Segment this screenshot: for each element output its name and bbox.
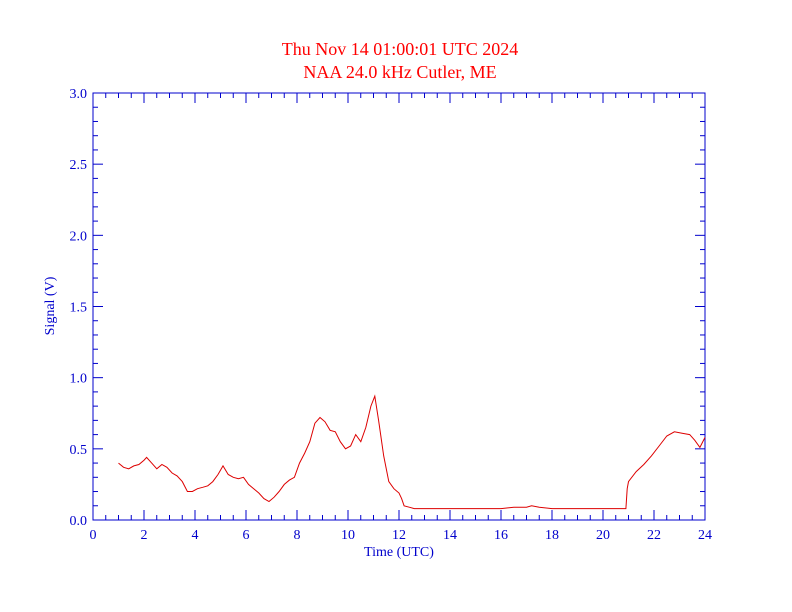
y-tick-label: 0.5: [70, 443, 88, 458]
y-tick-label: 1.0: [70, 372, 88, 387]
x-tick-label: 24: [698, 528, 712, 543]
x-axis: 0 2 4 6 8 10 12 14 16 18 20 22 24: [90, 93, 712, 543]
y-axis-label: Signal (V): [43, 276, 58, 335]
x-axis-label: Time (UTC): [364, 545, 434, 560]
x-tick-label: 4: [192, 528, 199, 543]
x-tick-label: 0: [90, 528, 97, 543]
chart-subtitle: NAA 24.0 kHz Cutler, ME: [303, 62, 496, 82]
y-tick-label: 3.0: [70, 87, 88, 102]
x-tick-label: 6: [243, 528, 250, 543]
x-tick-label: 14: [443, 528, 457, 543]
x-tick-label: 2: [141, 528, 148, 543]
x-tick-label: 10: [341, 528, 355, 543]
y-tick-label: 2.0: [70, 229, 88, 244]
x-tick-label: 8: [294, 528, 301, 543]
x-tick-label: 22: [647, 528, 661, 543]
plot-frame: [92, 92, 706, 521]
x-tick-label: 16: [494, 528, 508, 543]
y-tick-label: 0.0: [70, 514, 88, 529]
y-axis: 0.0 0.5 1.0 1.5 2.0 2.5 3.0: [70, 87, 705, 529]
y-tick-label: 1.5: [70, 301, 88, 316]
series-line: [118, 394, 706, 510]
x-tick-label: 18: [545, 528, 559, 543]
y-tick-label: 2.5: [70, 158, 88, 173]
chart-title: Thu Nov 14 01:00:01 UTC 2024: [282, 39, 519, 59]
x-tick-label: 20: [596, 528, 610, 543]
x-tick-label: 12: [392, 528, 406, 543]
